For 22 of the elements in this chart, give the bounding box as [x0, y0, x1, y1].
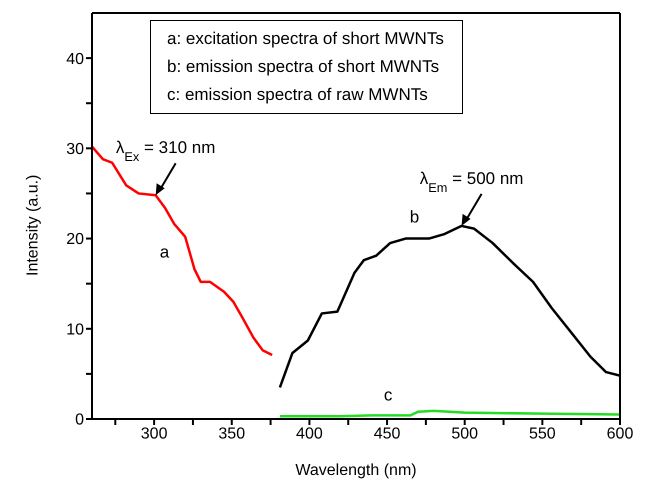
x-tick-label: 500	[451, 425, 478, 442]
y-tick-label: 10	[66, 321, 84, 338]
x-axis-title: Wavelength (nm)	[295, 462, 417, 479]
y-tick-label: 40	[66, 50, 84, 68]
series-label: b	[410, 208, 420, 227]
x-tick-label: 350	[218, 425, 246, 442]
x-tick-label: 400	[296, 425, 323, 442]
series-label: a	[160, 242, 170, 262]
annotation: b: emission spectra of short MWNTs	[167, 56, 440, 78]
annotation: λ$_{Em}$ = 500 nm	[420, 168, 524, 194]
series-label: c	[384, 385, 393, 404]
x-tick-label: 450	[374, 425, 401, 442]
annotation: λ$_{Ex}$ = 310 nm	[116, 138, 216, 164]
y-tick-label: 30	[66, 141, 84, 158]
x-tick-label: 550	[529, 425, 556, 442]
y-tick-label: 20	[66, 231, 84, 248]
x-tick-label: 600	[606, 425, 634, 442]
x-tick-label: 300	[140, 425, 168, 442]
annotation: c: emission spectra of raw MWNTs	[167, 84, 429, 106]
y-tick-label: 0	[75, 412, 84, 429]
annotation: a: excitation spectra of short MWNTs	[167, 28, 444, 50]
y-axis-title: Intensity (a.u.)	[24, 174, 42, 276]
